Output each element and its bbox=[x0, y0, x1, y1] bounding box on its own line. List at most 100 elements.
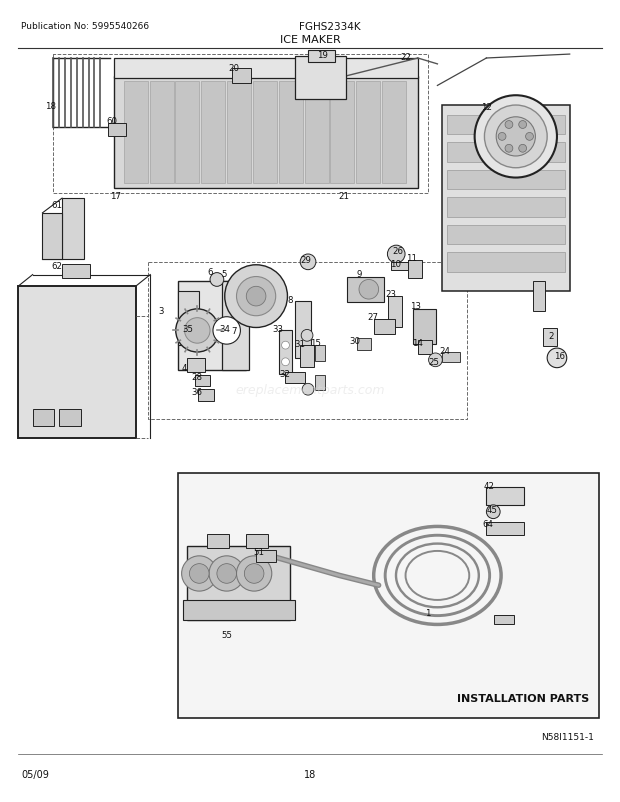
Bar bbox=[391, 262, 409, 270]
Text: 36: 36 bbox=[192, 387, 203, 396]
Text: 6: 6 bbox=[207, 268, 213, 277]
Bar bbox=[278, 331, 293, 374]
Bar bbox=[232, 69, 251, 84]
Circle shape bbox=[301, 330, 313, 342]
Text: 35: 35 bbox=[182, 325, 193, 334]
Bar bbox=[33, 409, 54, 427]
Bar bbox=[114, 59, 418, 79]
Circle shape bbox=[487, 505, 500, 519]
Text: 61: 61 bbox=[51, 201, 63, 210]
Bar bbox=[304, 82, 329, 184]
Bar bbox=[246, 535, 268, 549]
Text: 16: 16 bbox=[554, 352, 565, 361]
Circle shape bbox=[182, 556, 217, 591]
Bar bbox=[18, 287, 136, 439]
Bar bbox=[447, 171, 565, 190]
Text: 64: 64 bbox=[482, 520, 493, 529]
Text: 05/09: 05/09 bbox=[21, 769, 49, 780]
Text: 1: 1 bbox=[425, 609, 430, 618]
Bar bbox=[114, 76, 418, 189]
Bar bbox=[227, 82, 251, 184]
Text: 23: 23 bbox=[385, 290, 396, 298]
Circle shape bbox=[475, 96, 557, 178]
Bar bbox=[315, 375, 325, 391]
Text: 27: 27 bbox=[367, 313, 378, 322]
Text: 31: 31 bbox=[294, 339, 306, 348]
Circle shape bbox=[359, 280, 379, 300]
Text: 12: 12 bbox=[481, 103, 492, 112]
Text: ICE MAKER: ICE MAKER bbox=[280, 35, 340, 46]
Circle shape bbox=[281, 342, 290, 350]
Bar bbox=[202, 82, 225, 184]
Circle shape bbox=[246, 287, 266, 306]
Circle shape bbox=[281, 358, 290, 367]
Text: 34: 34 bbox=[219, 325, 230, 334]
Bar bbox=[124, 82, 148, 184]
Text: 21: 21 bbox=[339, 192, 350, 200]
Circle shape bbox=[236, 556, 272, 591]
Bar bbox=[195, 375, 210, 387]
Text: 18: 18 bbox=[45, 101, 56, 111]
Bar bbox=[187, 358, 205, 372]
Bar bbox=[175, 82, 200, 184]
Text: 2: 2 bbox=[548, 331, 554, 340]
Circle shape bbox=[244, 564, 264, 584]
Bar bbox=[178, 292, 199, 346]
Bar bbox=[418, 341, 432, 354]
Bar bbox=[253, 82, 277, 184]
Bar bbox=[408, 261, 422, 278]
Bar bbox=[222, 282, 249, 371]
Text: 17: 17 bbox=[110, 192, 122, 200]
Bar bbox=[382, 82, 406, 184]
Circle shape bbox=[498, 133, 506, 141]
Bar bbox=[330, 82, 355, 184]
Bar bbox=[295, 302, 311, 358]
Circle shape bbox=[190, 564, 209, 584]
Bar bbox=[447, 225, 565, 245]
Text: 7: 7 bbox=[231, 326, 236, 335]
Bar bbox=[447, 143, 565, 163]
Text: INSTALLATION PARTS: INSTALLATION PARTS bbox=[457, 693, 589, 703]
Text: 4: 4 bbox=[182, 364, 187, 373]
Bar bbox=[183, 600, 295, 620]
Bar bbox=[487, 488, 524, 505]
Bar bbox=[198, 390, 214, 402]
Circle shape bbox=[505, 145, 513, 153]
Text: 18: 18 bbox=[304, 769, 316, 780]
Bar bbox=[241, 285, 271, 309]
Text: 32: 32 bbox=[279, 370, 290, 379]
Bar bbox=[300, 346, 314, 367]
Circle shape bbox=[300, 255, 316, 270]
Bar bbox=[543, 329, 557, 346]
Text: 51: 51 bbox=[254, 548, 265, 557]
Text: 20: 20 bbox=[228, 64, 239, 73]
Text: ereplacementparts.com: ereplacementparts.com bbox=[235, 383, 385, 396]
Circle shape bbox=[209, 556, 244, 591]
Text: 10: 10 bbox=[390, 260, 401, 269]
Text: Publication No: 5995540266: Publication No: 5995540266 bbox=[21, 22, 149, 30]
Bar bbox=[357, 339, 371, 350]
Bar bbox=[178, 473, 599, 718]
Text: 62: 62 bbox=[51, 262, 63, 271]
Text: FGHS2334K: FGHS2334K bbox=[299, 22, 360, 32]
Bar bbox=[388, 297, 402, 328]
Circle shape bbox=[519, 145, 526, 153]
Bar bbox=[108, 124, 126, 137]
Circle shape bbox=[175, 310, 219, 353]
Bar bbox=[487, 522, 524, 536]
Text: 3: 3 bbox=[158, 307, 164, 316]
Bar bbox=[347, 277, 384, 302]
Text: 29: 29 bbox=[301, 256, 311, 265]
Bar bbox=[279, 82, 303, 184]
Bar bbox=[59, 409, 81, 427]
Circle shape bbox=[213, 318, 241, 345]
Text: 26: 26 bbox=[392, 246, 404, 255]
Circle shape bbox=[217, 564, 236, 584]
Circle shape bbox=[526, 133, 533, 141]
Text: 13: 13 bbox=[410, 302, 422, 311]
Bar bbox=[295, 57, 346, 100]
Bar bbox=[187, 546, 290, 620]
Bar bbox=[149, 82, 174, 184]
Text: 45: 45 bbox=[487, 505, 498, 515]
Circle shape bbox=[236, 277, 276, 316]
